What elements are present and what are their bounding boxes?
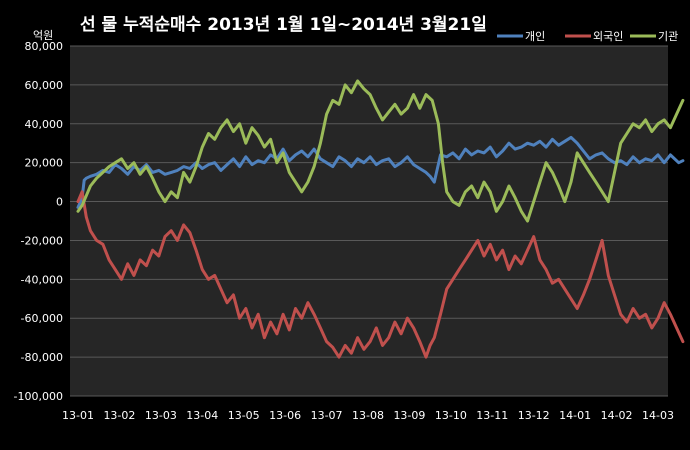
y-tick-label: -60,000 (21, 312, 63, 325)
x-axis-ticks: 13-01 13-02 13-03 13-04 13-05 13-06 13-07 13-08… (62, 409, 674, 422)
x-tick-label: 13-06 (269, 409, 301, 422)
legend-label: 개인 (525, 30, 545, 43)
series-line (76, 79, 685, 223)
y-unit-label: 억원 (33, 29, 53, 42)
series-line (76, 190, 685, 359)
x-tick-label: 13-01 (62, 409, 94, 422)
y-tick-label: 80,000 (25, 40, 64, 53)
y-tick-label: -80,000 (21, 351, 63, 364)
y-tick-label: 60,000 (25, 79, 64, 92)
gridlines (70, 45, 668, 397)
x-tick-label: 13-02 (103, 409, 135, 422)
x-tick-label: 13-04 (186, 409, 218, 422)
y-tick-label: -40,000 (21, 273, 63, 286)
x-tick-label: 14-01 (559, 409, 591, 422)
legend-label: 기관 (658, 30, 678, 43)
x-tick-label: 13-03 (145, 409, 177, 422)
series-line (76, 135, 685, 209)
x-tick-label: 13-09 (393, 409, 425, 422)
x-tick-label: 13-05 (228, 409, 260, 422)
plot-area (70, 46, 668, 396)
x-tick-label: 13-10 (435, 409, 467, 422)
y-tick-label: -100,000 (14, 390, 63, 403)
legend-label: 외국인 (593, 30, 623, 43)
y-tick-label: 40,000 (25, 118, 64, 131)
y-axis-ticks: 80,000 60,000 40,000 20,000 0 -20,000 -40,000 -… (14, 40, 63, 403)
series-lines (76, 79, 685, 359)
y-tick-label: 20,000 (25, 157, 64, 170)
legend: 개인 외국인 기관 (497, 30, 678, 43)
x-tick-label: 13-07 (311, 409, 343, 422)
x-tick-label: 14-02 (601, 409, 633, 422)
x-tick-label: 13-08 (352, 409, 384, 422)
y-tick-label: -20,000 (21, 234, 63, 247)
chart-title: 선 물 누적순매수 2013년 1월 1일~2014년 3월21일 (80, 15, 487, 35)
x-tick-label: 13-11 (476, 409, 508, 422)
y-tick-label: 0 (56, 196, 63, 209)
x-tick-label: 14-03 (642, 409, 674, 422)
x-tick-label: 13-12 (518, 409, 550, 422)
